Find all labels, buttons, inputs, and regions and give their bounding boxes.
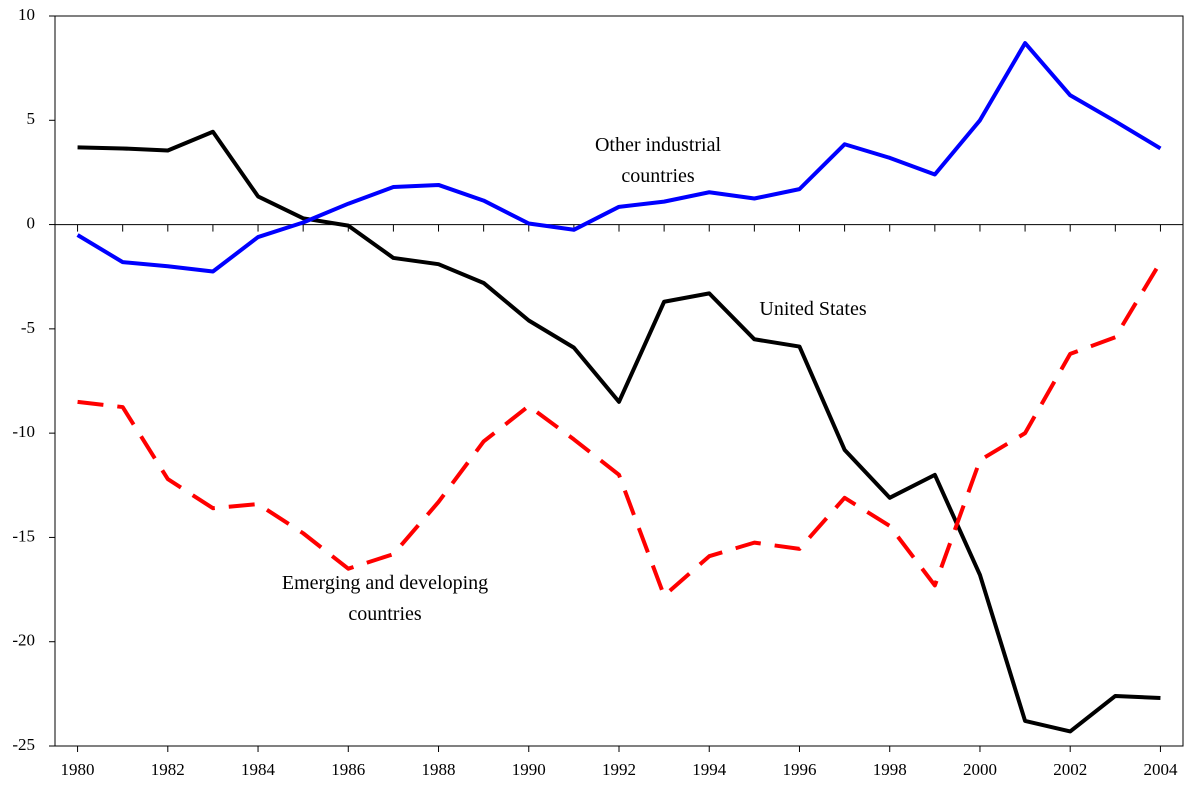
x-tick-label: 1990 [512, 760, 546, 779]
series-label: Other industrial countries [594, 134, 722, 187]
x-tick-label: 2004 [1143, 760, 1178, 779]
y-tick-label: 5 [27, 109, 36, 128]
y-tick-label: 0 [27, 213, 36, 232]
y-tick-label: 10 [18, 5, 35, 24]
x-tick-label: 1984 [241, 760, 276, 779]
series-label: United States [759, 298, 867, 320]
series-line [77, 129, 1161, 734]
y-tick-label: -20 [12, 631, 35, 650]
x-tick-label: 1986 [331, 760, 365, 779]
x-tick-label: 2002 [1053, 760, 1087, 779]
y-tick-label: -25 [12, 735, 35, 754]
x-tick-label: 1980 [61, 760, 95, 779]
x-tick-label: 1988 [422, 760, 456, 779]
y-tick-label: -10 [12, 422, 35, 441]
x-tick-label: 2000 [963, 760, 997, 779]
series-line [76, 41, 1162, 274]
y-tick-label: -5 [21, 318, 35, 337]
x-tick-label: 1998 [873, 760, 907, 779]
x-tick-label: 1996 [782, 760, 816, 779]
x-tick-label: 1994 [692, 760, 727, 779]
plot-frame [54, 15, 1184, 747]
x-tick-label: 1982 [151, 760, 185, 779]
series-line [77, 261, 1163, 598]
y-tick-label: -15 [12, 526, 35, 545]
x-tick-label: 1992 [602, 760, 636, 779]
series-label: Emerging and developing countries [281, 572, 489, 625]
